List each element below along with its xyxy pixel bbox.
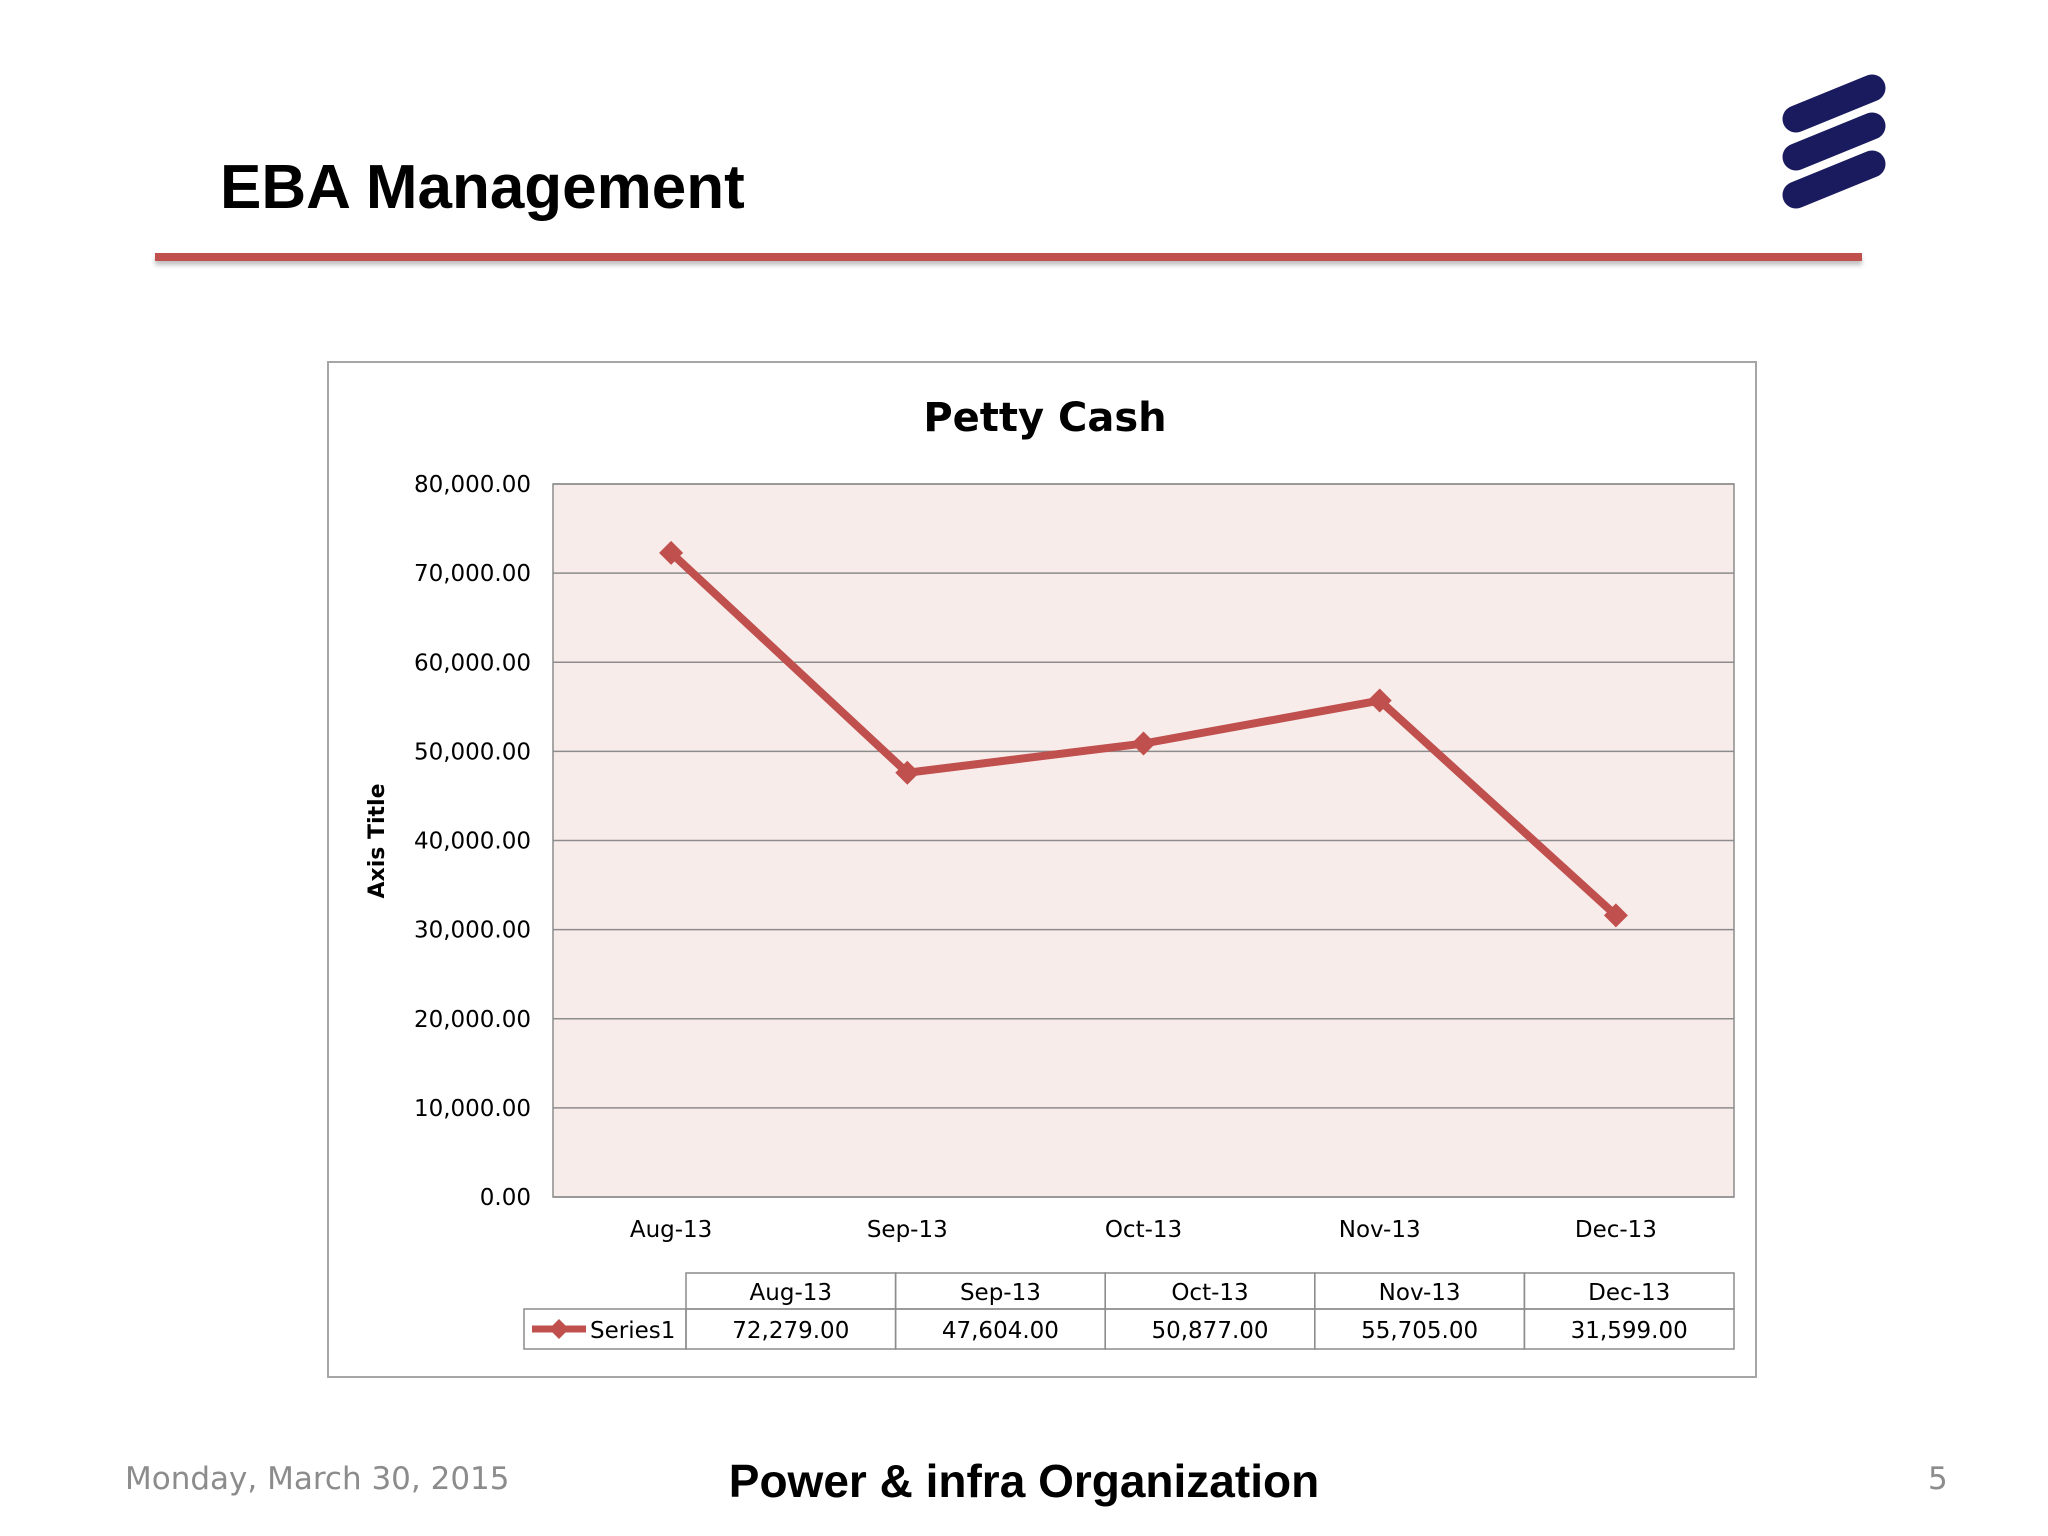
chart-title: Petty Cash [923,395,1166,441]
table-value-text: 31,599.00 [1571,1318,1688,1344]
y-tick-label: 80,000.00 [414,472,531,498]
y-tick-label: 20,000.00 [414,1007,531,1033]
table-value-text: 50,877.00 [1151,1318,1268,1344]
footer-date: Monday, March 30, 2015 [125,1461,510,1497]
data-point-marker [659,540,684,565]
y-tick-label: 40,000.00 [414,829,531,855]
data-point-marker [1603,903,1628,928]
x-tick-label: Oct-13 [1105,1217,1182,1243]
table-header-text: Sep-13 [960,1280,1041,1306]
petty-cash-chart: Petty Cash 0.00 10,000.00 20,000.00 30,000.… [365,395,1735,1350]
x-tick-label: Dec-13 [1575,1217,1657,1243]
footer-organization: Power & infra Organization [728,1455,1320,1507]
data-table: Aug-13 Sep-13 Oct-13 Nov-13 Dec-13 Series1 72,… [523,1272,1735,1350]
y-tick-label: 10,000.00 [414,1096,531,1122]
table-value-text: 55,705.00 [1361,1318,1478,1344]
y-tick-label: 60,000.00 [414,650,531,676]
table-header-text: Dec-13 [1588,1280,1670,1306]
data-point-marker [1131,731,1156,756]
table-value-text: 72,279.00 [732,1318,849,1344]
y-tick-labels: 0.00 10,000.00 20,000.00 30,000.00 40,000.00… [414,472,531,1211]
legend-series-name: Series1 [590,1318,675,1344]
page-number: 5 [1928,1461,1948,1497]
data-point-marker [895,760,920,785]
y-tick-label: 70,000.00 [414,561,531,587]
title-divider [155,253,1862,261]
y-tick-label: 50,000.00 [414,739,531,765]
x-tick-label: Nov-13 [1339,1217,1421,1243]
table-value-text: 47,604.00 [942,1318,1059,1344]
series-layer [659,540,1628,928]
table-header-text: Aug-13 [750,1280,832,1306]
y-tick-label: 30,000.00 [414,918,531,944]
legend-key-marker [549,1319,569,1339]
y-tick-label: 0.00 [480,1185,531,1211]
y-axis-title: Axis Title [365,783,390,898]
data-point-marker [1367,688,1392,713]
x-tick-label: Sep-13 [867,1217,948,1243]
table-header-text: Oct-13 [1171,1280,1248,1306]
ericsson-logo-icon [1782,74,1886,209]
x-tick-label: Aug-13 [630,1217,712,1243]
table-header-text: Nov-13 [1379,1280,1461,1306]
table-value-cell [1523,1308,1735,1350]
chart-frame: Petty Cash 0.00 10,000.00 20,000.00 30,000.… [327,361,1757,1378]
slide-title: EBA Management [220,153,745,222]
x-tick-labels: Aug-13 Sep-13 Oct-13 Nov-13 Dec-13 [630,1217,1657,1243]
